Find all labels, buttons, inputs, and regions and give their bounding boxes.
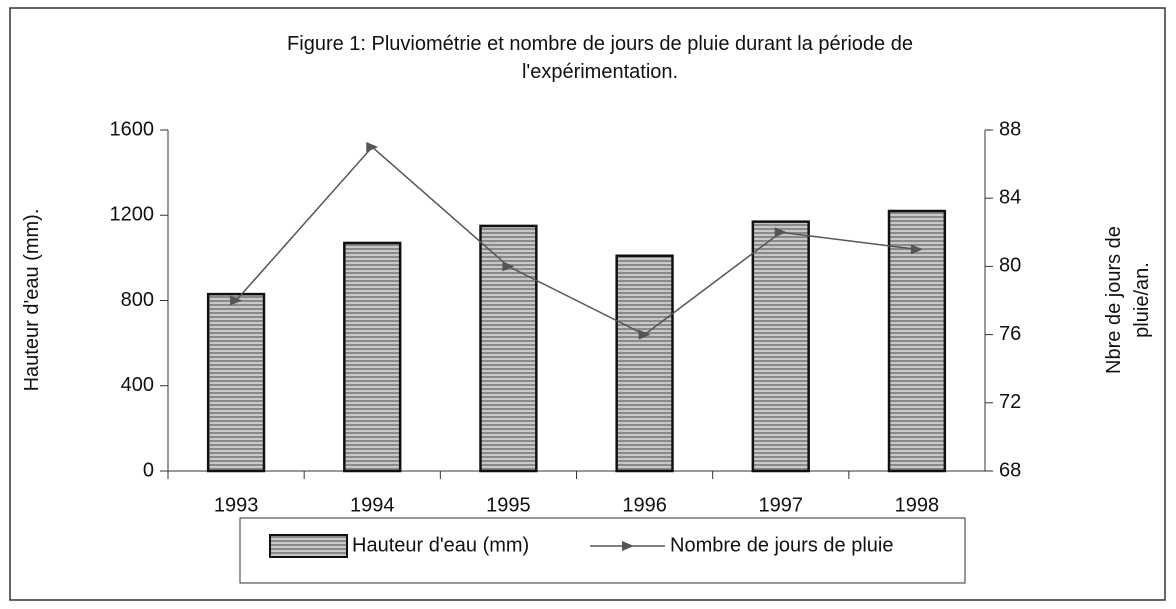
y2-axis-label: Nbre de jours de pluie/an. <box>1103 226 1153 374</box>
y-tick-label: 0 <box>143 459 154 481</box>
y2-tick-label: 84 <box>999 186 1021 208</box>
y-tick-label: 800 <box>121 289 154 311</box>
marker <box>366 142 379 153</box>
frame <box>9 7 1166 601</box>
bar <box>479 224 538 473</box>
legend-swatch <box>269 534 348 558</box>
y-tick-label: 1600 <box>110 118 155 140</box>
legend-label: Nombre de jours de pluie <box>670 534 893 556</box>
x-tick-label: 1998 <box>895 494 940 516</box>
x-tick-label: 1994 <box>350 494 395 516</box>
y2-tick-label: 88 <box>999 118 1021 140</box>
y-axis-label: Hauteur d'eau (mm). <box>21 208 43 392</box>
marker <box>638 329 651 340</box>
line <box>235 145 918 336</box>
y-tick-label: 400 <box>121 374 154 396</box>
x-tick-label: 1995 <box>486 494 531 516</box>
legend-label: Hauteur d'eau (mm) <box>352 534 529 556</box>
legend-box <box>239 517 966 584</box>
marker <box>502 261 515 272</box>
legend-marker <box>622 541 634 551</box>
chart-title: Figure 1: Pluviométrie et nombre de jour… <box>287 33 913 83</box>
marker <box>774 227 787 238</box>
bar <box>751 220 810 473</box>
bar <box>206 292 266 473</box>
marker <box>230 295 243 306</box>
bar <box>615 254 674 473</box>
x-tick-label: 1993 <box>214 494 259 516</box>
y2-tick-label: 76 <box>999 323 1021 345</box>
marker <box>910 244 923 255</box>
y2-tick-label: 72 <box>999 391 1021 413</box>
y2-tick-label: 80 <box>999 255 1021 277</box>
x-tick-label: 1997 <box>759 494 804 516</box>
x-tick-label: 1996 <box>622 494 667 516</box>
y2-tick-label: 68 <box>999 459 1021 481</box>
y-tick-label: 1200 <box>110 204 155 226</box>
bar <box>887 209 947 473</box>
bar <box>343 241 402 473</box>
